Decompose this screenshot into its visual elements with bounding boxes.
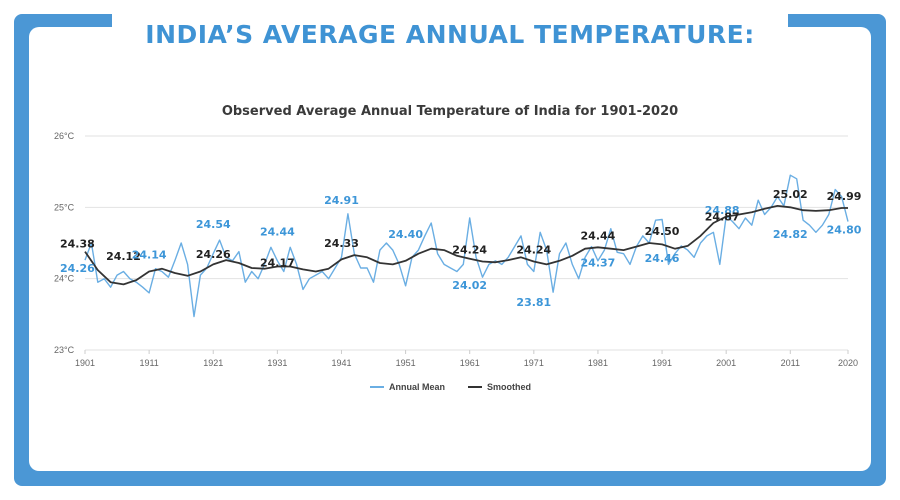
- data-label: 24.26: [196, 248, 231, 261]
- x-tick-label: 2001: [716, 358, 736, 368]
- legend: Annual Mean Smoothed: [370, 382, 531, 392]
- legend-label: Smoothed: [487, 382, 531, 392]
- data-label: 24.91: [324, 194, 359, 207]
- data-label: 24.44: [581, 229, 616, 242]
- x-tick-label: 1951: [396, 358, 416, 368]
- chart-title: Observed Average Annual Temperature of I…: [222, 104, 678, 119]
- data-label: 24.02: [452, 279, 487, 292]
- data-label: 24.50: [645, 225, 680, 238]
- data-label: 24.99: [827, 190, 862, 203]
- x-tick-label: 1901: [75, 358, 95, 368]
- x-tick-label: 1961: [460, 358, 480, 368]
- legend-label: Annual Mean: [389, 382, 445, 392]
- data-label: 23.81: [516, 296, 551, 309]
- data-label: 24.14: [132, 249, 167, 262]
- data-label: 24.87: [705, 211, 740, 224]
- x-tick-label: 1971: [524, 358, 544, 368]
- data-label: 24.82: [773, 228, 808, 241]
- data-label: 24.17: [260, 257, 295, 270]
- grid-lines: [85, 135, 848, 351]
- banner-title: INDIA’S AVERAGE ANNUAL TEMPERATURE:: [145, 20, 755, 49]
- y-axis-ticks: 23°C 24°C 25°C 26°C: [54, 131, 75, 355]
- x-tick-label: 1931: [267, 358, 287, 368]
- data-label: 24.33: [324, 237, 359, 250]
- data-label: 24.38: [60, 238, 95, 251]
- data-label: 24.88: [705, 204, 740, 217]
- x-tick-label: 2011: [781, 358, 800, 368]
- data-label: 24.40: [388, 228, 423, 241]
- smoothed-line: [84, 205, 848, 286]
- banner-background: [112, 0, 788, 34]
- data-label: 24.12: [106, 250, 141, 263]
- data-label: 24.80: [827, 224, 862, 237]
- x-tick-label: 2020: [838, 358, 858, 368]
- chart-card: [29, 27, 871, 471]
- y-tick-label: 26°C: [54, 131, 75, 141]
- data-label: 24.37: [581, 256, 616, 269]
- x-tick-label: 1921: [203, 358, 223, 368]
- data-label: 24.46: [645, 252, 680, 265]
- data-label: 24.26: [60, 262, 95, 275]
- data-label: 24.24: [452, 244, 487, 257]
- y-tick-label: 23°C: [54, 345, 75, 355]
- x-axis-ticks: 1901 1911 1921 1931 1941 1951 1961 1971 1981 1991…: [75, 350, 858, 368]
- annual-mean-line: [84, 174, 849, 318]
- series-group: [84, 174, 849, 318]
- data-label: 25.02: [773, 188, 808, 201]
- x-tick-label: 1911: [139, 358, 158, 368]
- y-tick-label: 24°C: [54, 274, 75, 284]
- x-tick-label: 1991: [652, 358, 672, 368]
- x-tick-label: 1981: [588, 358, 608, 368]
- x-tick-label: 1941: [331, 358, 351, 368]
- y-tick-label: 25°C: [54, 202, 75, 212]
- data-label: 24.54: [196, 218, 231, 231]
- data-label: 24.44: [260, 225, 295, 238]
- data-label: 24.24: [516, 244, 551, 257]
